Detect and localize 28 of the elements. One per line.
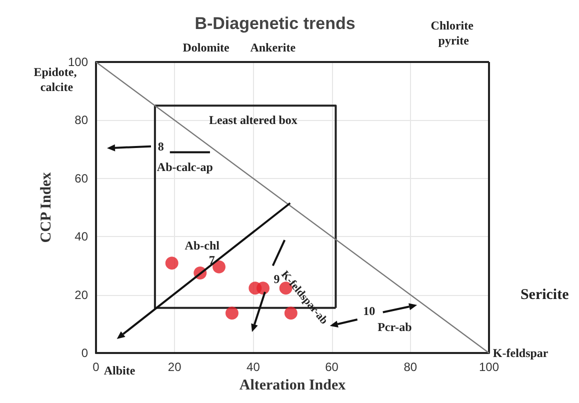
annotation: Pcr-ab: [378, 320, 412, 334]
chart-title: B-Diagenetic trends: [194, 14, 356, 33]
annotation: 8: [158, 139, 164, 154]
x-tick-label: 0: [92, 360, 100, 374]
text: Sericite: [520, 286, 570, 303]
y-tick-label: 40: [74, 230, 88, 244]
x-tick-label: 80: [404, 360, 418, 374]
annotation: 10: [363, 304, 376, 318]
x-tick-label: 100: [478, 360, 500, 374]
x-tick-label: 20: [168, 360, 182, 374]
x-axis-title: Alteration Index: [239, 377, 346, 394]
y-axis-title: CCP Index: [38, 172, 54, 243]
y-tick-label: 20: [74, 288, 88, 302]
x-tick-label: 40: [246, 360, 260, 374]
text: Dolomite: [182, 40, 230, 54]
annotation: Ab-calc-ap: [156, 160, 214, 174]
y-tick-label: 0: [81, 346, 88, 360]
annotation: 7: [208, 252, 215, 267]
x-tick-label: 60: [325, 360, 339, 374]
annotation: Least altered box: [208, 113, 298, 128]
y-tick-label: 60: [74, 171, 88, 186]
text: Albite: [104, 363, 136, 378]
text: Ankerite: [250, 40, 296, 54]
text: K-feldspar: [492, 346, 549, 360]
text: Chlorite pyrite: [430, 18, 476, 48]
y-tick-label: 80: [74, 113, 88, 128]
annotation: 9: [274, 272, 280, 286]
annotation: Ab-chl: [184, 238, 220, 252]
